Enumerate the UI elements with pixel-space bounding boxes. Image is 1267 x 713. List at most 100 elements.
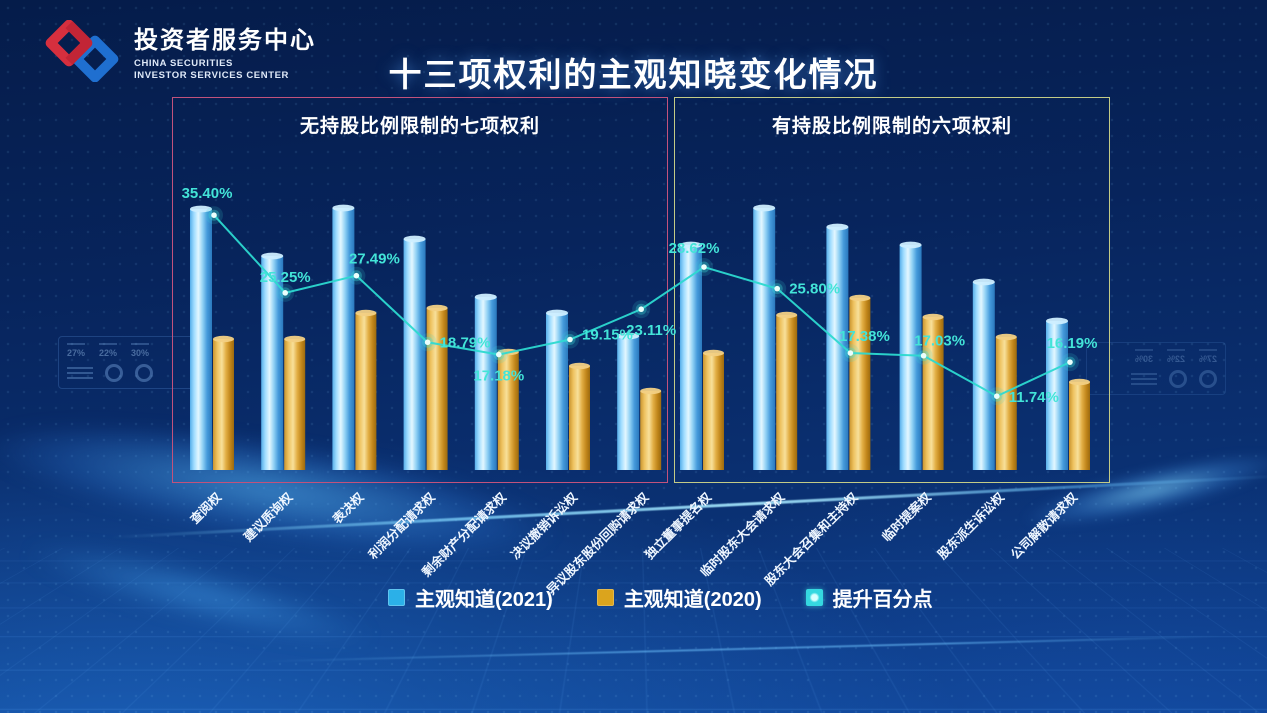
csisc-logo-icon [45,20,119,83]
hud-gauge [135,364,153,382]
bar-2021-top [680,241,702,249]
legend-label-2021: 主观知道(2021) [415,589,553,611]
bar-2021 [617,336,640,470]
bar-2021 [190,209,212,470]
hud-gauge [105,364,123,382]
bar-2021-top [753,204,776,212]
category-label: 查阅权 [186,489,224,527]
section-title-with-limit: 有持股比例限制的六项权利 [771,116,1012,137]
bar-2020-top [703,349,724,357]
legend-label-delta: 提升百分点 [832,589,933,611]
category-label: 公司解散请求权 [1008,489,1081,562]
bar-2021 [403,239,426,470]
bar-2020 [640,391,662,470]
trend-dot [638,306,644,313]
trend-dot [424,339,431,346]
bar-2020-top [995,333,1017,341]
trend-dot [920,352,927,359]
hud-panel-left: 27% 22% 30% [58,336,204,389]
bar-2020 [849,298,871,470]
category-label: 表决权 [329,489,367,527]
bar-2021-top [190,205,212,213]
trend-dot [353,272,360,279]
bar-2021-top [332,204,355,212]
trend-dot [1067,359,1073,365]
bar-2020 [1069,382,1090,470]
org-name-en: CHINA SECURITIES INVESTOR SERVICES CENTE… [134,58,289,82]
trend-dot [847,350,854,356]
bar-2021 [972,282,995,470]
hud-value: 27% [67,343,86,358]
value-label: 16.19% [1047,335,1098,352]
bar-2021-top [403,235,426,243]
legend-swatch-2020 [596,589,614,606]
bar-2021-top [972,278,995,286]
bar-2021 [261,256,284,470]
legend-item-2021: 主观知道(2021) [388,583,553,612]
bar-2020-top [284,335,306,343]
bar-2021-top [617,332,640,340]
value-label: 18.79% [440,334,491,351]
bar-2020 [284,339,306,470]
bar-2020-top [1069,378,1090,386]
bar-2021-top [826,223,849,231]
value-label: 23.11% [626,322,676,339]
bar-2020 [213,339,234,470]
trend-dot [994,393,1000,399]
value-label: 11.74% [1009,389,1059,406]
value-label: 17.18% [473,368,524,385]
category-label: 股东派生诉讼权 [934,489,1007,562]
legend-swatch-2021 [388,589,405,606]
bar-2020 [776,315,798,470]
org-name-cn: 投资者服务中心 [134,27,316,54]
page-title: 十三项权利的主观知晓变化情况 [388,56,879,93]
bar-2020 [922,317,944,470]
value-label: 17.38% [839,328,890,345]
value-label: 25.80% [789,281,840,298]
bar-2020 [569,366,590,470]
bar-2020 [355,313,377,470]
trend-dot [701,264,707,270]
value-label: 17.03% [914,333,965,350]
brand-text: 投资者服务中心 CHINA SECURITIES INVESTOR SERVIC… [134,20,316,83]
value-label: 35.40% [182,185,233,202]
bar-2021 [680,245,702,470]
hud-bars [67,364,93,382]
brand-header: 投资者服务中心 CHINA SECURITIES INVESTOR SERVIC… [42,20,316,83]
hud-value: 30% [131,343,150,358]
section-title-no-limit: 无持股比例限制的七项权利 [299,116,540,137]
value-label: 25.25% [260,269,311,286]
bar-2021-top [474,293,497,301]
category-label: 决议撤销诉讼权 [508,489,581,562]
category-label: 利润分配请求权 [365,489,438,562]
legend-item-delta: 提升百分点 [805,583,933,612]
section-box-no-limit: 无持股比例限制的七项权利 [172,97,668,483]
bar-2020 [497,352,519,470]
bar-2020-top [213,335,234,343]
legend-swatch-delta [805,589,823,606]
hud-value: 22% [99,343,118,358]
bar-2021 [753,208,776,470]
bar-2021 [332,208,355,470]
bar-2020-top [776,311,798,319]
bar-2021-top [546,309,568,317]
bar-2021 [826,227,849,470]
bar-2020-top [355,309,377,317]
section-box-with-limit: 有持股比例限制的六项权利 [674,97,1110,483]
trend-dot [567,336,573,343]
trend-dot [774,285,780,292]
legend-item-2020: 主观知道(2020) [596,583,762,612]
bar-2021-top [261,252,284,260]
bar-2021 [546,313,568,470]
bar-2020 [995,337,1017,470]
legend-label-2020: 主观知道(2020) [623,589,762,611]
bar-2020-top [922,313,944,321]
category-label: 临时提案权 [879,489,934,544]
bar-2020-top [640,387,662,395]
bar-2021 [899,245,922,470]
bar-2020 [703,353,724,470]
legend: 主观知道(2021) 主观知道(2020) 提升百分点 [388,583,933,612]
value-label: 19.15% [582,327,633,344]
trend-dot [211,212,217,218]
